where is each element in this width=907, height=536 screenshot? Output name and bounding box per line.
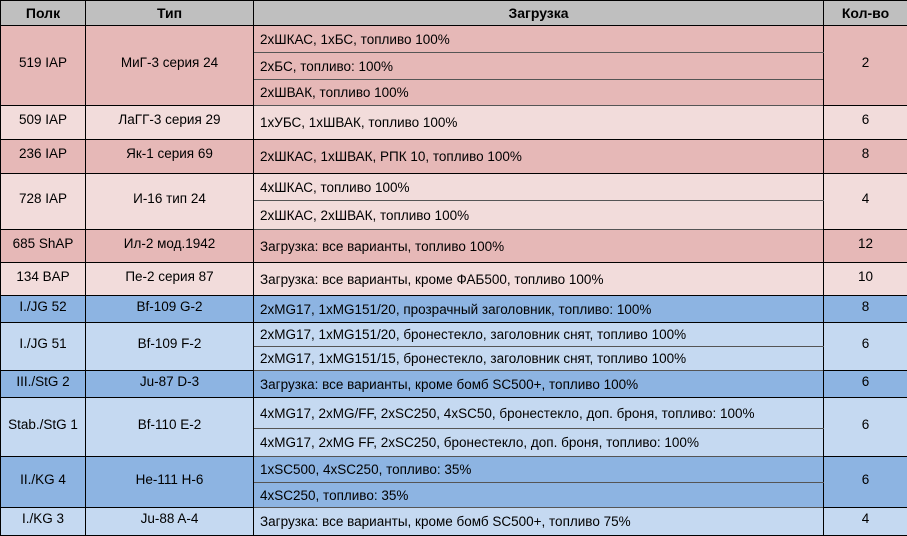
loadout-cell: 4xMG17, 2xMG FF, 2xSC250, бронестекло, д…: [253, 428, 824, 457]
regiment-cell: 134 BAP: [0, 262, 86, 296]
count-cell: 8: [823, 295, 907, 323]
loadout-cell: 4xMG17, 2xMG/FF, 2xSC250, 4xSC50, бронес…: [253, 397, 824, 429]
aircraft-type-cell: Як-1 серия 69: [85, 139, 254, 174]
aircraft-type-cell: Ил-2 мод.1942: [85, 229, 254, 263]
regiment-cell: III./StG 2: [0, 370, 86, 398]
count-cell: 12: [823, 229, 907, 263]
table-row: Stab./StG 1 Bf-110 E-2 4xMG17, 2xMG/FF, 2x…: [0, 397, 907, 457]
aircraft-type-cell: ЛаГГ-3 серия 29: [85, 105, 254, 140]
regiment-cell: 685 ShAP: [0, 229, 86, 263]
aircraft-type-cell: Ju-88 A-4: [85, 507, 254, 536]
table-row: I./KG 3 Ju-88 A-4 Загрузка: все варианты, …: [0, 507, 907, 536]
loadout-cell: 2хБС, топливо: 100%: [253, 52, 824, 80]
header-row: Полк Тип Загрузка Кол-во: [0, 0, 907, 26]
loadout-cell: 2хШКАС, 1хБС, топливо 100%: [253, 25, 824, 53]
table-row: 134 BAP Пе-2 серия 87 Загрузка: все вариан…: [0, 262, 907, 296]
aircraft-type-cell: И-16 тип 24: [85, 173, 254, 230]
regiment-cell: I./KG 3: [0, 507, 86, 536]
loadout-cell: 2хШКАС, 2хШВАК, топливо 100%: [253, 200, 824, 230]
aircraft-type-cell: Bf-110 E-2: [85, 397, 254, 457]
regiment-cell: 236 IAP: [0, 139, 86, 174]
count-cell: 6: [823, 397, 907, 457]
loadout-cell: Загрузка: все варианты, кроме ФАБ500, то…: [253, 262, 824, 296]
regiment-cell: 519 IAP: [0, 25, 86, 106]
count-cell: 6: [823, 370, 907, 398]
loadout-cell: 4xSC250, топливо: 35%: [253, 482, 824, 508]
header-count: Кол-во: [823, 0, 907, 26]
table-row: I./JG 51 Bf-109 F-2 2xMG17, 1xMG151/20, бр…: [0, 322, 907, 371]
loadout-cell: Загрузка: все варианты, топливо 100%: [253, 229, 824, 263]
count-cell: 4: [823, 173, 907, 230]
table-row: 236 IAP Як-1 серия 69 2хШКАС, 1хШВАК, РПК …: [0, 139, 907, 174]
loadout-cell: 2xMG17, 1xMG151/15, бронестекло, заголов…: [253, 346, 824, 371]
loadout-cell: 1хУБС, 1хШВАК, топливо 100%: [253, 105, 824, 140]
aircraft-type-cell: Пе-2 серия 87: [85, 262, 254, 296]
table-row: 685 ShAP Ил-2 мод.1942 Загрузка: все вариа…: [0, 229, 907, 263]
aircraft-type-cell: He-111 H-6: [85, 456, 254, 508]
loadout-cell: 2хШВАК, топливо 100%: [253, 79, 824, 106]
header-loadout: Загрузка: [253, 0, 824, 26]
loadout-cell: 2xMG17, 1xMG151/20, бронестекло, заголов…: [253, 322, 824, 347]
regiment-cell: 728 IAP: [0, 173, 86, 230]
header-type: Тип: [85, 0, 254, 26]
loadout-cell: 1xSC500, 4xSC250, топливо: 35%: [253, 456, 824, 483]
count-cell: 6: [823, 322, 907, 371]
loadout-cell: Загрузка: все варианты, кроме бомб SC500…: [253, 507, 824, 536]
loadout-cell: 2хШКАС, 1хШВАК, РПК 10, топливо 100%: [253, 139, 824, 174]
aircraft-type-cell: Bf-109 G-2: [85, 295, 254, 323]
table-row: III./StG 2 Ju-87 D-3 Загрузка: все вариант…: [0, 370, 907, 398]
count-cell: 10: [823, 262, 907, 296]
table-row: 519 IAP МиГ-3 серия 24 2хШКАС, 1хБС, топли…: [0, 25, 907, 106]
loadout-cell: Загрузка: все варианты, кроме бомб SC500…: [253, 370, 824, 398]
loadout-cell: 2xMG17, 1xMG151/20, прозрачный заголовни…: [253, 295, 824, 323]
header-regiment: Полк: [0, 0, 86, 26]
aircraft-type-cell: МиГ-3 серия 24: [85, 25, 254, 106]
count-cell: 8: [823, 139, 907, 174]
count-cell: 2: [823, 25, 907, 106]
regiment-cell: I./JG 51: [0, 322, 86, 371]
table-row: II./KG 4 He-111 H-6 1xSC500, 4xSC250, топл…: [0, 456, 907, 508]
table-row: 728 IAP И-16 тип 24 4хШКАС, топливо 100% 4: [0, 173, 907, 230]
aircraft-type-cell: Ju-87 D-3: [85, 370, 254, 398]
regiment-cell: I./JG 52: [0, 295, 86, 323]
loadout-cell: 4хШКАС, топливо 100%: [253, 173, 824, 201]
table-row: 509 IAP ЛаГГ-3 серия 29 1хУБС, 1хШВАК, топ…: [0, 105, 907, 140]
regiment-cell: II./KG 4: [0, 456, 86, 508]
count-cell: 6: [823, 456, 907, 508]
aircraft-type-cell: Bf-109 F-2: [85, 322, 254, 371]
regiment-cell: 509 IAP: [0, 105, 86, 140]
table-row: I./JG 52 Bf-109 G-2 2xMG17, 1xMG151/20, пр…: [0, 295, 907, 323]
regiment-cell: Stab./StG 1: [0, 397, 86, 457]
count-cell: 4: [823, 507, 907, 536]
count-cell: 6: [823, 105, 907, 140]
